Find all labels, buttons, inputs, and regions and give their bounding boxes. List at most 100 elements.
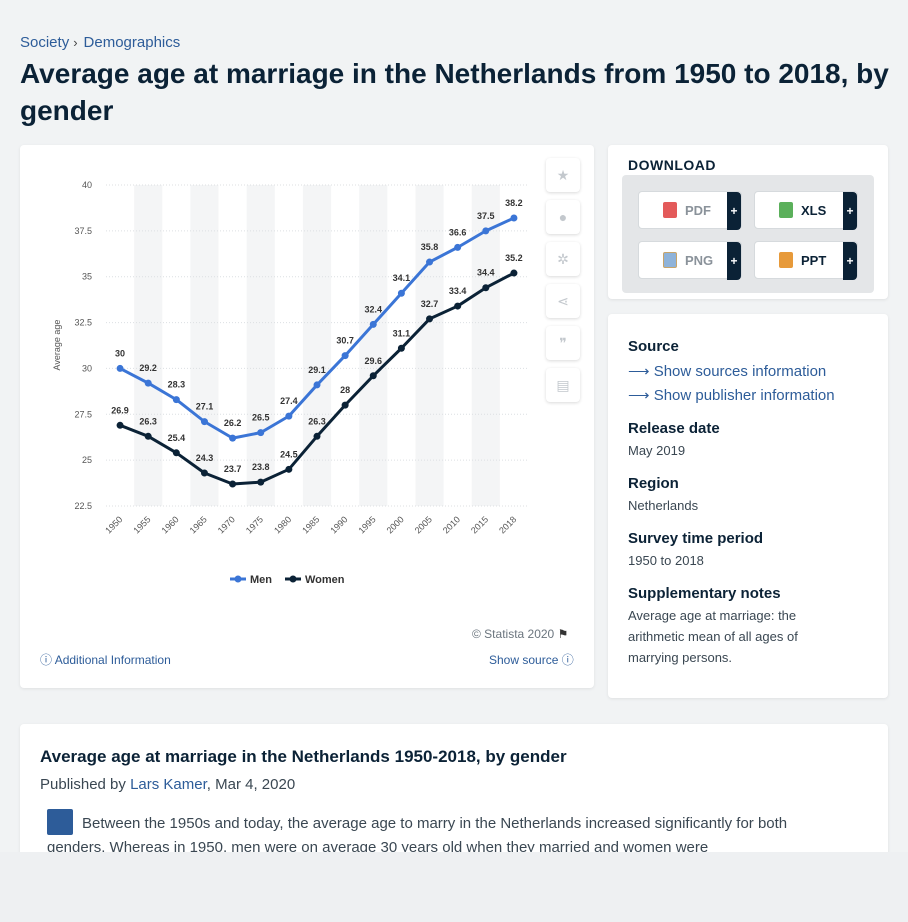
data-label: 26.2 — [224, 418, 242, 428]
data-point — [172, 396, 180, 404]
plus-icon[interactable]: + — [727, 192, 741, 230]
x-tick-label: 1960 — [160, 514, 181, 535]
supplementary-notes-value: Average age at marriage: the arithmetic … — [628, 608, 798, 665]
x-tick-label: 1980 — [272, 514, 293, 535]
data-label: 38.2 — [505, 198, 523, 208]
cite-quote-icon[interactable]: ❞ — [546, 326, 580, 360]
data-label: 23.8 — [252, 462, 270, 472]
data-label: 34.4 — [477, 268, 495, 278]
arrow-right-icon: ⟶ — [628, 363, 650, 380]
data-label: 30 — [115, 348, 125, 358]
plot-band — [359, 185, 388, 506]
download-png-button[interactable]: PNG + — [638, 241, 742, 280]
share-icon[interactable]: ⋖ — [546, 284, 580, 318]
breadcrumb: Society › Demographics — [20, 34, 180, 51]
download-ppt-button[interactable]: PPT + — [754, 241, 858, 280]
data-label: 36.6 — [449, 227, 467, 237]
x-tick-label: 2010 — [441, 514, 462, 535]
data-point — [229, 480, 237, 488]
data-label: 32.4 — [365, 304, 383, 314]
legend-label: Women — [305, 574, 345, 586]
legend-label: Men — [250, 574, 272, 586]
plot-band — [190, 185, 219, 506]
breadcrumb-separator: › — [73, 35, 78, 50]
plus-icon[interactable]: + — [843, 192, 857, 230]
data-point — [313, 381, 321, 389]
data-point — [313, 432, 321, 440]
plot-band — [302, 185, 332, 506]
data-point — [369, 372, 377, 380]
description-title: Average age at marriage in the Netherlan… — [40, 747, 567, 766]
breadcrumb-demographics-link[interactable]: Demographics — [83, 34, 181, 51]
y-tick-label: 27.5 — [74, 409, 92, 419]
data-label: 26.3 — [308, 416, 326, 426]
png-image-icon — [663, 252, 677, 268]
data-point — [200, 418, 208, 426]
data-label: 26.3 — [139, 416, 157, 426]
data-point — [397, 344, 405, 352]
data-label: 28 — [340, 385, 350, 395]
region-heading: Region — [628, 475, 679, 492]
breadcrumb-society-link[interactable]: Society — [20, 34, 70, 51]
data-point — [510, 214, 518, 222]
xls-file-icon — [779, 202, 793, 218]
download-xls-button[interactable]: XLS + — [754, 191, 858, 230]
data-point — [426, 258, 434, 266]
survey-period-value: 1950 to 2018 — [628, 553, 704, 568]
data-label: 33.4 — [449, 286, 467, 296]
data-point — [116, 421, 124, 429]
additional-information-link[interactable]: ⓘ Additional Information — [40, 653, 171, 667]
x-tick-label: 1995 — [356, 514, 377, 535]
plus-icon[interactable]: + — [843, 242, 857, 280]
data-label: 30.7 — [336, 336, 354, 346]
x-tick-label: 1975 — [244, 514, 265, 535]
data-label: 34.1 — [393, 273, 411, 283]
data-label: 37.5 — [477, 211, 495, 221]
data-label: 23.7 — [224, 464, 242, 474]
bottom-banner — [0, 852, 908, 922]
data-point — [172, 449, 180, 457]
data-point — [144, 379, 152, 387]
x-tick-label: 2015 — [469, 514, 490, 535]
x-tick-label: 1985 — [300, 514, 321, 535]
y-tick-label: 32.5 — [74, 318, 92, 328]
settings-gear-icon[interactable]: ✲ — [546, 242, 580, 276]
x-tick-label: 2000 — [385, 514, 406, 535]
data-label: 31.1 — [393, 328, 411, 338]
data-label: 27.4 — [280, 396, 298, 406]
data-point — [285, 412, 293, 420]
data-point — [257, 429, 265, 437]
x-tick-label: 2018 — [497, 514, 518, 535]
y-axis-label: Average age — [52, 320, 62, 371]
info-icon: ⓘ — [561, 653, 574, 667]
y-tick-label: 30 — [82, 363, 92, 373]
x-tick-label: 1970 — [216, 514, 237, 535]
favorite-star-icon[interactable]: ★ — [546, 158, 580, 192]
data-label: 29.6 — [365, 356, 383, 366]
plus-icon[interactable]: + — [727, 242, 741, 280]
show-publisher-link[interactable]: ⟶ Show publisher information — [628, 387, 835, 404]
release-date-heading: Release date — [628, 420, 720, 437]
pdf-file-icon — [663, 202, 677, 218]
data-label: 35.2 — [505, 253, 523, 263]
data-label: 29.1 — [308, 365, 326, 375]
ppt-file-icon — [779, 252, 793, 268]
data-point — [257, 478, 265, 486]
notification-bell-icon[interactable]: ● — [546, 200, 580, 234]
copyright-text: © Statista 2020 ⚑ — [472, 627, 569, 641]
author-link[interactable]: Lars Kamer — [130, 776, 207, 793]
print-icon[interactable]: ▤ — [546, 368, 580, 402]
legend-marker — [289, 575, 297, 583]
download-pdf-button[interactable]: PDF + — [638, 191, 742, 230]
flag-icon[interactable]: ⚑ — [557, 627, 569, 641]
data-point — [285, 465, 293, 473]
line-chart: 22.5 25 27.5 30 32.5 35 37.5 40 1950 1955 1960 196… — [52, 180, 528, 586]
supplementary-notes-heading: Supplementary notes — [628, 585, 781, 602]
show-source-link[interactable]: Show source ⓘ — [489, 653, 574, 667]
data-point — [482, 284, 490, 292]
show-sources-link[interactable]: ⟶ Show sources information — [628, 363, 827, 380]
data-label: 24.5 — [280, 449, 298, 459]
y-tick-label: 25 — [82, 455, 92, 465]
data-point — [144, 432, 152, 440]
data-label: 29.2 — [139, 363, 157, 373]
